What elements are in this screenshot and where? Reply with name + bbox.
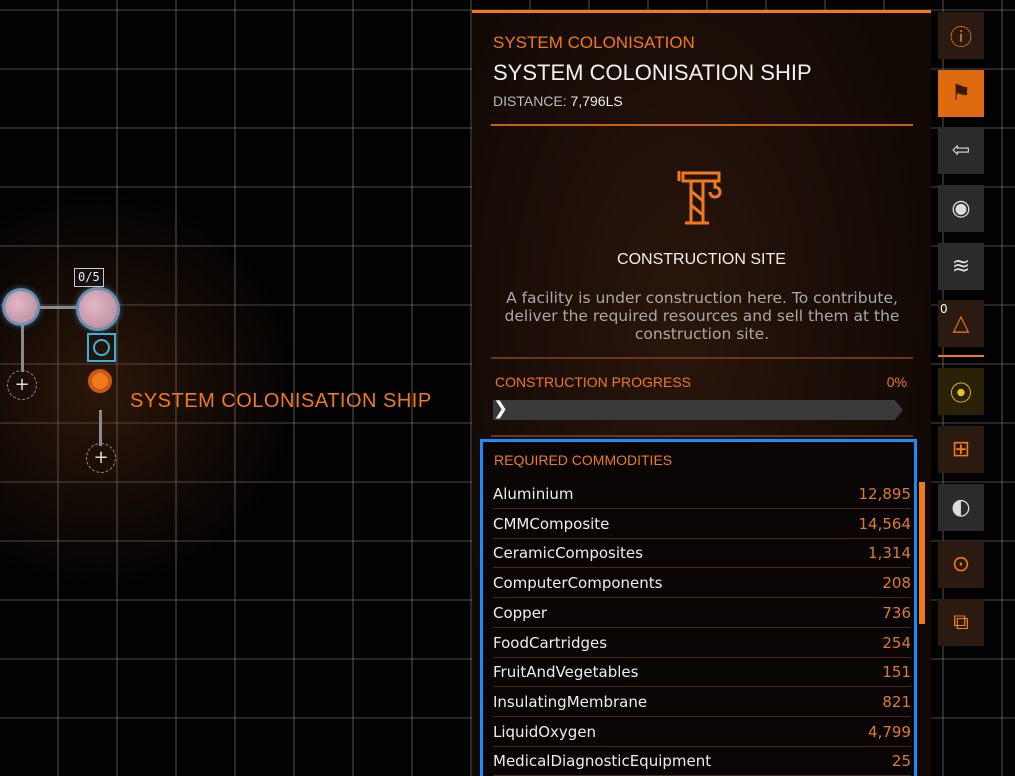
body-swap-icon: ⇦ — [951, 138, 971, 163]
planet-info-icon: ⓘ — [949, 25, 972, 51]
distance-label: DISTANCE: — [493, 93, 567, 109]
commodity-name: FoodCartridges — [493, 633, 608, 652]
planet-node-selected[interactable] — [76, 287, 120, 331]
commodity-quantity: 736 — [882, 603, 911, 622]
distance: DISTANCE: 7,796LS — [493, 93, 623, 109]
site-description: A facility is under construction here. T… — [504, 289, 900, 343]
commodity-name: ComputerComponents — [493, 574, 663, 593]
moon-icon: ◐ — [951, 495, 971, 520]
commodity-name: Aluminium — [493, 485, 574, 503]
divider — [491, 357, 913, 359]
sidebar-divider — [938, 355, 984, 357]
orbit-link — [20, 306, 100, 309]
commodity-row[interactable]: FruitAndVegetables 151 — [493, 657, 911, 688]
commodity-row[interactable]: Aluminium 12,895 — [493, 479, 911, 509]
commodity-row[interactable]: LiquidOxygen 4,799 — [493, 717, 911, 747]
commodity-row[interactable]: MedicalDiagnosticEquipment 25 — [493, 746, 911, 776]
moon-button[interactable]: ◐ — [938, 484, 984, 531]
colonise-flag-button[interactable]: ⚑ — [938, 70, 984, 117]
commodity-name: InsulatingMembrane — [493, 692, 648, 711]
switch-icon: ⧉ — [953, 610, 969, 635]
scrollbar[interactable] — [919, 482, 925, 624]
commodity-name: Copper — [493, 603, 548, 622]
commodity-quantity: 4,799 — [868, 722, 911, 741]
commodity-quantity: 1,314 — [868, 544, 911, 563]
route-icon: ⦿ — [949, 381, 972, 407]
commodity-quantity: 14,564 — [858, 514, 912, 533]
commodities-title: REQUIRED COMMODITIES — [494, 452, 673, 468]
colonisation-slots-badge: 0/5 — [74, 268, 104, 287]
slots-count: 0/5 — [78, 270, 100, 284]
colonise-flag-icon: ⚑ — [951, 81, 971, 106]
colonisation-ship-icon[interactable] — [88, 369, 112, 393]
planet-info-button[interactable]: ⓘ — [938, 12, 984, 59]
map-object-label[interactable]: SYSTEM COLONISATION SHIP — [130, 390, 432, 412]
surface-icon: △ — [952, 311, 970, 336]
commodity-quantity: 208 — [882, 574, 911, 593]
bookmark-add-button[interactable]: ⊞ — [938, 426, 984, 473]
add-body-button[interactable]: + — [86, 443, 116, 473]
dna-icon: ≋ — [951, 254, 971, 279]
panel-title: SYSTEM COLONISATION SHIP — [493, 60, 812, 85]
station-target-icon[interactable] — [87, 333, 116, 362]
orbit-icon: ◉ — [951, 196, 971, 221]
switch-button[interactable]: ⧉ — [938, 599, 984, 646]
progress-chevron-icon: ❯ — [493, 398, 509, 419]
commodity-name: CeramicComposites — [493, 544, 643, 563]
commodity-quantity: 254 — [882, 633, 911, 652]
commodity-row[interactable]: CMMComposite 14,564 — [493, 509, 911, 539]
progress-label: CONSTRUCTION PROGRESS — [495, 374, 692, 390]
target-button[interactable]: ⊙ — [938, 541, 984, 588]
target-icon: ⊙ — [951, 552, 971, 577]
dna-button[interactable]: ≋ — [938, 243, 984, 290]
divider — [491, 124, 913, 126]
commodity-row[interactable]: Copper 736 — [493, 598, 911, 628]
bookmark-add-icon: ⊞ — [951, 437, 971, 462]
orbit-link — [99, 410, 102, 446]
progress-value: 0% — [886, 374, 907, 390]
orbit-link — [21, 306, 24, 372]
progress-bar — [493, 400, 903, 420]
route-button[interactable]: ⦿ — [938, 368, 984, 415]
site-name: CONSTRUCTION SITE — [617, 251, 786, 268]
distance-value: 7,796LS — [570, 93, 623, 109]
commodity-quantity: 821 — [882, 692, 911, 711]
required-commodities-list[interactable]: REQUIRED COMMODITIES Aluminium 12,895 CMMC… — [480, 439, 917, 776]
commodity-row[interactable]: ComputerComponents 208 — [493, 568, 911, 599]
body-swap-button[interactable]: ⇦ — [938, 127, 984, 174]
commodity-name: LiquidOxygen — [493, 722, 597, 741]
crane-icon — [677, 171, 722, 225]
commodity-quantity: 151 — [882, 663, 911, 682]
commodity-row[interactable]: CeramicComposites 1,314 — [493, 538, 911, 569]
commodity-quantity: 25 — [891, 752, 911, 771]
panel-category: SYSTEM COLONISATION — [493, 33, 695, 52]
commodity-name: CMMComposite — [493, 514, 610, 533]
commodity-name: MedicalDiagnosticEquipment — [493, 752, 712, 771]
divider — [491, 435, 913, 437]
orbit-button[interactable]: ◉ — [938, 185, 984, 232]
commodity-row[interactable]: InsulatingMembrane 821 — [493, 687, 911, 717]
add-body-button[interactable]: + — [7, 370, 37, 400]
commodity-quantity: 12,895 — [858, 485, 912, 503]
planet-node[interactable] — [2, 288, 40, 326]
surface-count: 0 — [940, 302, 948, 316]
commodity-row[interactable]: FoodCartridges 254 — [493, 628, 911, 658]
surface-button[interactable]: △ 0 — [938, 300, 984, 347]
commodity-name: FruitAndVegetables — [493, 663, 639, 682]
